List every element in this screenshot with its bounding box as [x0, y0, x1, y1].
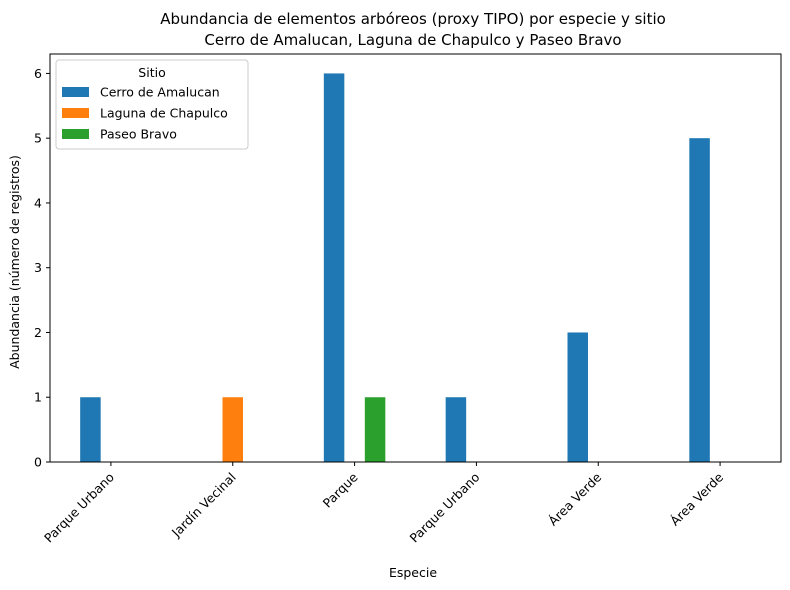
- y-tick-label: 4: [34, 195, 42, 210]
- legend-swatch: [62, 108, 89, 118]
- x-tick-label: Área Verde: [545, 469, 604, 528]
- x-axis-label: Especie: [389, 565, 437, 580]
- y-tick-label: 5: [34, 131, 42, 146]
- y-tick-label: 1: [34, 390, 42, 405]
- x-tick-label: Área Verde: [667, 469, 726, 528]
- legend-title: Sitio: [138, 65, 165, 80]
- y-axis-label: Abundancia (número de registros): [7, 155, 22, 369]
- bar-1-1: [80, 397, 101, 462]
- legend-label: Cerro de Amalucan: [100, 85, 220, 100]
- bar-1-4: [445, 397, 467, 462]
- legend-label: Laguna de Chapulco: [100, 106, 228, 121]
- legend: Sitio Cerro de Amalucan Laguna de Chapulco…: [55, 59, 249, 150]
- x-tick-label: Parque Urbano: [41, 470, 117, 546]
- bar-1-3: [323, 73, 345, 463]
- legend-label: Paseo Bravo: [100, 127, 177, 142]
- plot-frame: [49, 53, 782, 463]
- bar-1-6: [689, 138, 710, 462]
- x-tick-label: Jardín Vecinal: [168, 470, 239, 541]
- legend-swatch: [62, 87, 89, 97]
- y-tick-label: 2: [34, 325, 42, 340]
- bar-3-3: [364, 397, 386, 462]
- x-tick-label: Parque: [320, 469, 361, 510]
- legend-swatch: [62, 129, 89, 139]
- chart-title: Abundancia de elementos arbóreos (proxy …: [160, 10, 666, 28]
- chart-subtitle: Cerro de Amalucan, Laguna de Chapulco y …: [204, 31, 621, 49]
- y-tick-label: 0: [34, 455, 42, 470]
- legend-box: [55, 59, 249, 150]
- bar-1-5: [567, 332, 588, 462]
- x-tick-label: Parque Urbano: [407, 470, 483, 546]
- bar-2-2: [222, 397, 243, 462]
- y-tick-label: 3: [34, 260, 42, 275]
- y-tick-label: 6: [34, 66, 42, 81]
